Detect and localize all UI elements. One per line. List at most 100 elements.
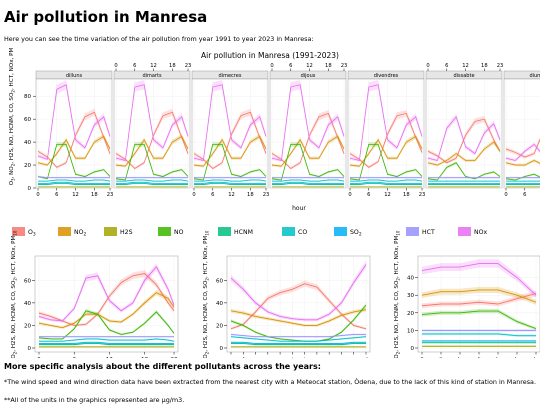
top-chart-title: Air pollution in Manresa (1991-2023) — [201, 51, 339, 60]
chart-hour-NO-line — [38, 310, 175, 340]
chart-hour-NOx-line — [38, 265, 175, 322]
top-NOx-line — [427, 116, 501, 161]
top-NO-line — [271, 144, 345, 181]
chart-month-y-tick-label: 40 — [216, 301, 223, 307]
top-y-axis-label: O3, NO2, H2S, NO, HCNM, CO, SO2, HCT, NO… — [9, 48, 15, 185]
top-x-tick-label: 18 — [325, 63, 332, 69]
top-panel-frame — [113, 78, 191, 189]
top-NOx-line — [349, 84, 423, 161]
top-NO-line — [349, 144, 423, 181]
legend-key-H2S — [104, 227, 117, 236]
top-x-tick-label: 12 — [306, 63, 313, 69]
top-panel-frame — [35, 78, 113, 189]
chart-weekday-x-tick-label: dj. — [476, 357, 483, 358]
legend-key-CO — [282, 227, 295, 236]
chart-hour-HCNM-line — [39, 343, 174, 346]
top-x-tick-label: 23 — [263, 192, 270, 198]
chart-hour-x-tick-label: 6 — [72, 357, 76, 358]
chart-month-y-tick-label: 0 — [220, 346, 224, 352]
top-x-tick-label: 12 — [384, 192, 391, 198]
top-CO-line — [272, 179, 345, 182]
chart-month-x-tick-label: a — [315, 357, 318, 358]
chart-month-O3-line — [230, 283, 367, 330]
legend-key-HCT — [406, 227, 419, 236]
chart-weekday-x-tick-label: ds. — [513, 357, 521, 358]
chart-month-x-tick-label: a — [266, 357, 269, 358]
legend-key-HCNM — [218, 227, 231, 236]
units-note: **All of the units in the graphics repre… — [4, 396, 185, 404]
chart-weekday-y-tick-label: 0 — [411, 346, 415, 352]
chart-weekday-NOx-line — [421, 263, 537, 296]
chart-hour-x-tick-label: 0 — [37, 357, 41, 358]
chart-month-NO2-line — [230, 309, 367, 326]
chart-weekday-NO-ci-band — [422, 308, 536, 331]
chart-weekday-O3-line — [421, 293, 537, 307]
top-NO2-line — [505, 160, 540, 166]
top-NO-line — [505, 173, 540, 181]
chart-month-y-tick-label: 20 — [216, 323, 223, 329]
top-x-tick-label: 6 — [133, 63, 136, 69]
top-NOx-line — [37, 84, 111, 160]
chart-weekday-NO-line — [421, 310, 537, 330]
chart-weekday-NOx-ci-band — [422, 259, 536, 299]
top-panel-frame — [503, 78, 540, 189]
top-x-tick-label: 12 — [72, 192, 79, 198]
top-NO2-ci-band — [428, 139, 500, 167]
chart-weekday-y-tick-label: 20 — [407, 311, 414, 317]
top-x-tick-label: 18 — [481, 63, 488, 69]
top-panel-label: dimecres — [219, 73, 242, 79]
top-HCNM-line — [38, 183, 110, 185]
top-x-tick-label: 0 — [504, 192, 507, 198]
top-CO-line — [194, 179, 267, 182]
chart-hour-x-tick-label: 12 — [106, 357, 113, 358]
top-NO2-line — [349, 135, 423, 167]
top-HCT-line — [37, 176, 110, 179]
legend-key-SO2 — [334, 227, 347, 236]
top-O3-line — [427, 118, 501, 164]
top-O3-line — [37, 111, 111, 168]
top-x-tick-label: 12 — [228, 192, 235, 198]
top-NO-line — [193, 144, 267, 181]
legend-key-O3 — [12, 227, 25, 236]
chart-month-x-tick-label: g — [229, 357, 232, 358]
top-y-tick-label: 40 — [24, 140, 31, 146]
top-x-tick-label: 12 — [462, 63, 469, 69]
legend-label-NO: NO — [174, 229, 184, 236]
chart-weekday-NO2-line — [421, 289, 537, 303]
top-x-tick-label: 23 — [185, 63, 192, 69]
legend-label-HCT: HCT — [422, 229, 435, 236]
top-x-tick-label: 18 — [169, 63, 176, 69]
chart-weekday-y-tick-label: 10 — [407, 328, 414, 334]
legend-label-O3: O3 — [28, 229, 36, 238]
top-panel-dissabte: dissabte 0 6 12 18 23 — [425, 63, 503, 189]
chart-month-O3-ci-band — [231, 280, 366, 331]
legend-label-NO2: NO2 — [74, 229, 87, 238]
chart-weekday: 0 10 20 30 40 dl. dt. dc. dj. dv. ds. dg. — [407, 255, 540, 358]
top-panel-dilluns: dilluns 0 6 12 18 23 — [35, 70, 113, 198]
chart-hour-y-tick-label: 20 — [24, 323, 31, 329]
section-heading: More specific analysis about the differe… — [4, 362, 321, 371]
chart-hour-frame — [34, 255, 179, 353]
top-SO2-line — [350, 181, 422, 184]
top-panel-label: divendres — [374, 73, 399, 79]
legend-key-NO — [158, 227, 171, 236]
top-CO-line — [350, 179, 423, 182]
top-SO2-line — [272, 181, 344, 184]
legend-label-NOx: NOx — [474, 229, 487, 236]
top-x-tick-label: 0 — [36, 192, 39, 198]
top-NOx-line — [115, 84, 189, 161]
top-x-tick-label: 6 — [211, 192, 214, 198]
chart-month-x-tick-label: m — [278, 357, 283, 358]
air-pollution-figure: Air pollution in Manresa (1991-2023) 0 20 4… — [9, 48, 540, 358]
wind-data-note: *The wind speed and wind direction data … — [4, 378, 536, 386]
top-panel-dimarts: dimarts 0 6 12 18 23 — [113, 63, 192, 189]
chart-hour-O3-ci-band — [39, 270, 174, 327]
legend-label-HCNM: HCNM — [234, 229, 253, 236]
top-panel-dijous: dijous 0 6 12 18 23 — [269, 63, 347, 189]
chart-month-x-tick-label: d — [364, 357, 367, 358]
chart-hour-NO2-ci-band — [39, 290, 174, 329]
top-x-tick-label: 0 — [348, 192, 351, 198]
legend-key-NOx — [458, 227, 471, 236]
chart-month: 0 20 40 60 g f m a m j j a s o n d — [216, 255, 371, 358]
intro-text: Here you can see the time variation of t… — [4, 35, 314, 43]
